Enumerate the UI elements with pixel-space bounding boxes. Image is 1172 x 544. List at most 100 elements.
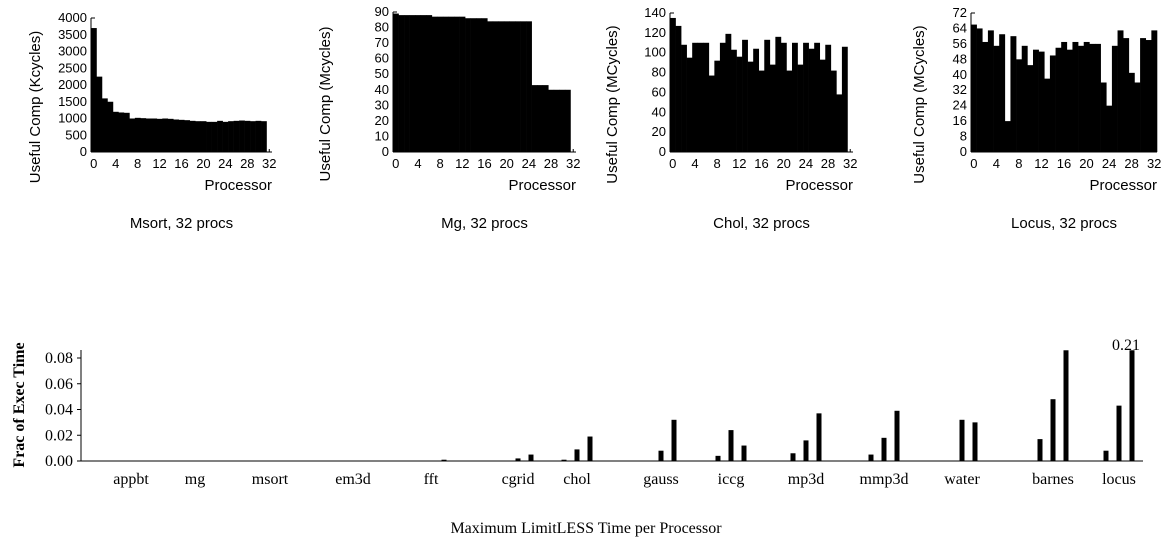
bar — [250, 121, 256, 152]
bar — [420, 15, 427, 152]
bar — [1106, 105, 1113, 152]
bar — [731, 49, 737, 152]
bar — [96, 76, 103, 153]
y-tick-label: 100 — [644, 45, 666, 60]
x-tick-label: 4 — [112, 156, 119, 171]
bar — [758, 70, 765, 152]
bar — [470, 18, 477, 152]
y-tick-label: 0 — [382, 144, 389, 159]
x-axis-label: Processor — [1089, 177, 1157, 194]
bar — [753, 48, 760, 152]
bar — [393, 13, 399, 153]
bar — [697, 42, 704, 152]
bar — [140, 118, 147, 152]
bar — [1128, 72, 1135, 152]
bar — [404, 15, 410, 152]
bar — [162, 118, 169, 152]
bar — [145, 118, 152, 152]
x-tick-label: 20 — [776, 156, 790, 171]
x-tick-label: 32 — [1147, 156, 1161, 171]
bar — [189, 120, 196, 152]
bar — [725, 33, 732, 152]
x-tick-label: 32 — [566, 156, 580, 171]
category-label: gauss — [643, 471, 679, 488]
bar — [797, 64, 804, 152]
bar — [200, 121, 207, 152]
bar — [217, 120, 223, 152]
bar — [1010, 36, 1017, 152]
y-tick-label: 20 — [652, 124, 666, 139]
bar — [894, 410, 900, 461]
bar — [195, 121, 201, 152]
x-tick-label: 12 — [152, 156, 166, 171]
x-tick-label: 4 — [993, 156, 1000, 171]
bar — [509, 21, 516, 152]
bar — [1140, 38, 1147, 152]
bar — [1061, 41, 1068, 152]
figure-caption: Maximum LimitLESS Time per Processor — [450, 520, 722, 537]
bar — [814, 42, 821, 152]
bar — [982, 41, 989, 152]
y-axis-label: Useful Comp (Mcycles) — [317, 26, 334, 181]
bar — [741, 445, 747, 461]
x-axis-label: Processor — [204, 177, 272, 194]
bar — [206, 121, 212, 152]
bar — [587, 436, 593, 461]
x-tick-label: 12 — [455, 156, 469, 171]
x-tick-label: 32 — [262, 156, 276, 171]
y-tick-label: 3500 — [58, 27, 87, 42]
bar — [211, 121, 218, 152]
bar — [112, 111, 119, 152]
x-tick-label: 32 — [843, 156, 857, 171]
category-label: chol — [563, 471, 591, 488]
bar — [398, 15, 405, 152]
bar — [553, 89, 560, 152]
y-tick-label: 72 — [953, 5, 967, 20]
y-tick-label: 40 — [375, 82, 389, 97]
bar — [780, 42, 787, 152]
bar — [503, 21, 510, 152]
bar — [769, 64, 776, 152]
y-tick-label: 24 — [953, 98, 967, 113]
x-tick-label: 20 — [196, 156, 210, 171]
y-tick-label: 64 — [953, 20, 967, 35]
x-tick-label: 24 — [218, 156, 232, 171]
bar — [670, 17, 676, 153]
bar — [1004, 121, 1011, 152]
x-tick-label: 0 — [970, 156, 977, 171]
bar — [881, 437, 887, 461]
bar — [244, 120, 251, 152]
category-label: fft — [424, 471, 439, 488]
x-tick-label: 8 — [134, 156, 141, 171]
x-tick-label: 12 — [1034, 156, 1048, 171]
category-label: mmp3d — [860, 471, 909, 488]
bar — [476, 18, 483, 152]
bar — [686, 57, 693, 152]
bar — [747, 61, 754, 152]
y-tick-label: 2000 — [58, 77, 87, 92]
x-tick-label: 28 — [544, 156, 558, 171]
category-label: barnes — [1032, 471, 1074, 488]
bar — [442, 16, 449, 153]
bar — [1066, 49, 1073, 152]
y-tick-label: 90 — [375, 4, 389, 19]
bar — [173, 119, 180, 152]
bar — [437, 16, 444, 153]
bar — [498, 21, 505, 152]
bar — [830, 70, 837, 152]
y-tick-label: 1500 — [58, 94, 87, 109]
y-tick-label: 3000 — [58, 44, 87, 59]
bar — [808, 48, 815, 152]
bar — [255, 120, 262, 152]
y-tick-label: 140 — [644, 5, 666, 20]
bar — [1095, 43, 1101, 152]
bar — [487, 21, 494, 152]
bar — [1078, 45, 1085, 152]
x-tick-label: 20 — [1079, 156, 1093, 171]
bar — [1038, 51, 1045, 152]
bar — [515, 458, 521, 461]
x-tick-label: 24 — [799, 156, 813, 171]
y-tick-label: 0.04 — [45, 402, 73, 419]
